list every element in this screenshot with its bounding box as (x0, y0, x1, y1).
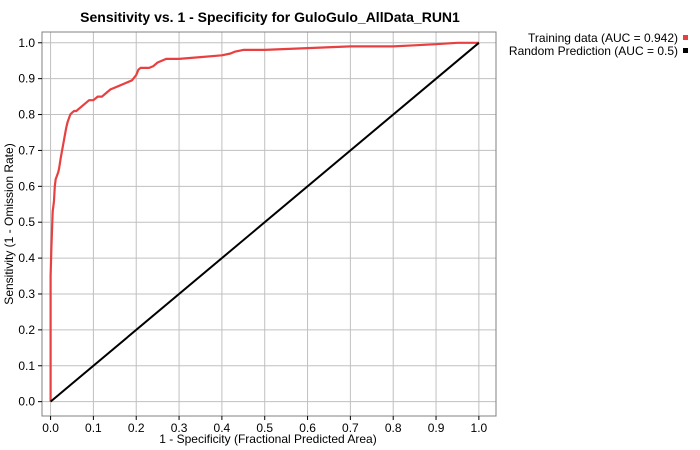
y-tick-label: 0.5 (18, 215, 35, 229)
legend-label: Random Prediction (AUC = 0.5) (509, 44, 678, 58)
x-tick-label: 0.5 (256, 421, 273, 435)
x-tick-label: 0.4 (214, 421, 231, 435)
y-axis-label: Sensitivity (1 - Omission Rate) (2, 143, 16, 304)
legend-swatch (683, 35, 688, 40)
x-tick-label: 0.3 (171, 421, 188, 435)
legend-label: Training data (AUC = 0.942) (528, 31, 678, 45)
y-tick-label: 0.0 (18, 395, 35, 409)
x-tick-label: 0.2 (128, 421, 145, 435)
series-layer (49, 41, 480, 403)
legend: Training data (AUC = 0.942)Random Predic… (509, 31, 688, 58)
y-tick-label: 0.4 (18, 251, 35, 265)
x-tick-label: 0.8 (385, 421, 402, 435)
y-tick-label: 0.9 (18, 72, 35, 86)
x-tick-label: 1.0 (471, 421, 488, 435)
y-tick-label: 0.3 (18, 287, 35, 301)
plot-frame (41, 31, 497, 417)
y-axis: 0.0 0.1 0.2 0.3 0.4 0.5 0.6 0.7 0.8 0.9 1.0 (18, 36, 42, 409)
y-tick-label: 0.6 (18, 179, 35, 193)
x-axis: 0.0 0.1 0.2 0.3 0.4 0.5 0.6 0.7 0.8 0.9 1.0 (42, 416, 488, 435)
x-tick-label: 0.9 (428, 421, 445, 435)
grid (42, 32, 496, 416)
y-tick-label: 1.0 (18, 36, 35, 50)
x-tick-label: 0.0 (42, 421, 59, 435)
x-tick-label: 0.7 (342, 421, 359, 435)
x-tick-label: 0.1 (85, 421, 102, 435)
random-prediction-line (49, 42, 480, 403)
legend-swatch (683, 48, 688, 53)
chart-title: Sensitivity vs. 1 - Specificity for Gulo… (80, 9, 460, 25)
y-tick-label: 0.1 (18, 359, 35, 373)
y-tick-label: 0.2 (18, 323, 35, 337)
training-roc-line (49, 41, 479, 402)
x-axis-label: 1 - Specificity (Fractional Predicted Ar… (159, 432, 376, 446)
y-tick-label: 0.7 (18, 143, 35, 157)
x-tick-label: 0.6 (299, 421, 316, 435)
y-tick-label: 0.8 (18, 108, 35, 122)
